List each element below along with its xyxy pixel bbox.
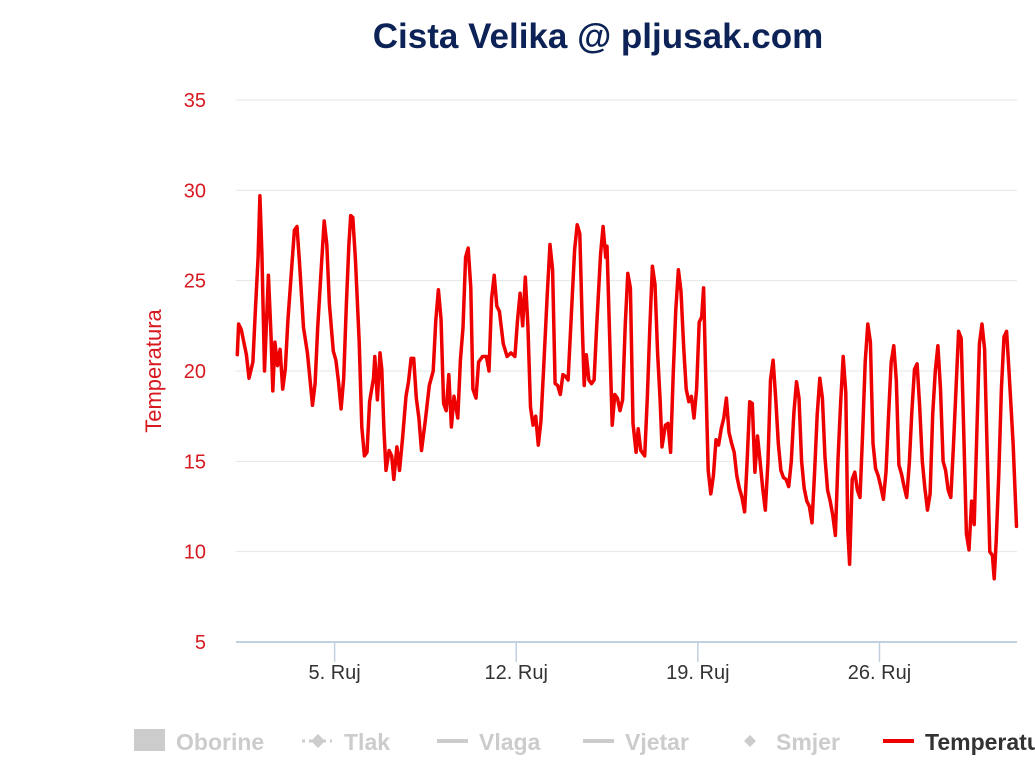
- legend-label: Tlak: [344, 729, 390, 755]
- y-tick-label: 35: [184, 90, 206, 112]
- y-tick-label: 30: [184, 180, 206, 202]
- legend-item-vjetar[interactable]: Vjetar: [583, 729, 689, 755]
- x-tick-label: 19. Ruj: [666, 662, 729, 684]
- legend-label: Temperatura: [925, 729, 1035, 755]
- legend-item-tlak[interactable]: Tlak: [302, 729, 390, 755]
- legend-symbol-diamond: [744, 735, 756, 747]
- y-tick-label: 10: [184, 542, 206, 564]
- x-axis-ticks: 5. Ruj 12. Ruj 19. Ruj 26. Ruj: [308, 642, 911, 684]
- x-tick-label: 12. Ruj: [485, 662, 548, 684]
- x-tick-label: 5. Ruj: [308, 662, 360, 684]
- legend-label: Vlaga: [479, 729, 541, 755]
- legend-item-oborine[interactable]: Oborine: [134, 729, 264, 755]
- y-axis-label: Temperatura: [141, 308, 166, 432]
- legend-symbol-diamond: [311, 734, 325, 748]
- chart-title: Cista Velika @ pljusak.com: [373, 17, 823, 56]
- y-tick-label: 25: [184, 271, 206, 293]
- legend: Oborine Tlak Vlaga Vjetar Smjer Temperatura: [134, 729, 1035, 755]
- y-tick-label: 5: [195, 632, 206, 654]
- y-axis-ticks: 35 30 25 20 15 10 5: [184, 90, 206, 654]
- y-tick-label: 20: [184, 361, 206, 383]
- x-tick-label: 26. Ruj: [848, 662, 911, 684]
- legend-label: Oborine: [176, 729, 264, 755]
- y-tick-label: 15: [184, 451, 206, 473]
- legend-item-vlaga[interactable]: Vlaga: [437, 729, 541, 755]
- legend-label: Vjetar: [625, 729, 689, 755]
- series-line-temperatura: [235, 194, 1019, 581]
- legend-symbol-box: [134, 729, 165, 751]
- legend-label: Smjer: [776, 729, 840, 755]
- series-group: [235, 194, 1019, 581]
- legend-item-smjer[interactable]: Smjer: [744, 729, 840, 755]
- legend-item-temperatura[interactable]: Temperatura: [883, 729, 1035, 755]
